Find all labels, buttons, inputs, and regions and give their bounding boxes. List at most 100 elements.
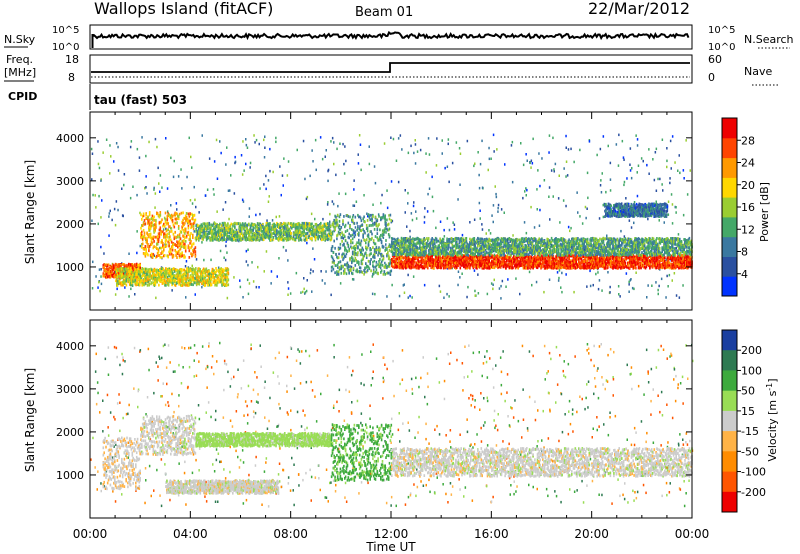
- data-cell: [220, 275, 222, 279]
- data-cell: [522, 196, 524, 200]
- data-cell: [586, 285, 588, 288]
- data-cell: [198, 282, 201, 286]
- data-cell: [205, 233, 207, 237]
- data-cell: [479, 162, 482, 166]
- data-cell: [224, 231, 226, 235]
- data-cell: [441, 259, 443, 263]
- data-cell: [113, 160, 115, 163]
- data-cell: [253, 234, 255, 237]
- freq-tick-bottom: 8: [68, 71, 75, 84]
- data-cell: [421, 266, 424, 270]
- data-cell: [344, 248, 346, 252]
- data-cell: [477, 292, 480, 295]
- data-cell: [236, 235, 239, 239]
- data-cell: [371, 275, 374, 278]
- data-cell: [176, 208, 178, 211]
- data-cell: [198, 232, 200, 236]
- data-cell: [185, 234, 188, 238]
- data-cell: [445, 255, 447, 259]
- data-cell: [244, 232, 247, 235]
- data-cell: [172, 243, 175, 246]
- data-cell: [311, 290, 313, 293]
- data-cell: [366, 269, 369, 272]
- data-cell: [173, 159, 175, 163]
- data-cell: [458, 259, 461, 262]
- data-cell: [334, 214, 336, 218]
- data-cell: [264, 227, 267, 230]
- data-cell: [439, 220, 442, 223]
- data-cell: [185, 274, 187, 278]
- data-cell: [465, 259, 468, 263]
- data-cell: [219, 140, 221, 143]
- data-cell: [346, 261, 349, 265]
- data-cell: [152, 274, 155, 278]
- data-cell: [358, 262, 360, 266]
- data-cell: [313, 230, 315, 234]
- data-cell: [205, 238, 208, 242]
- data-cell: [107, 268, 110, 272]
- data-cell: [145, 175, 147, 178]
- data-cell: [372, 246, 374, 249]
- data-cell: [218, 231, 220, 235]
- data-cell: [565, 204, 567, 208]
- data-cell: [141, 235, 144, 238]
- data-cell: [647, 217, 649, 221]
- data-cell: [409, 262, 411, 266]
- data-cell: [192, 250, 195, 254]
- data-cell: [163, 246, 165, 250]
- data-cell: [405, 254, 407, 258]
- data-cell: [452, 264, 455, 268]
- data-cell: [375, 219, 378, 223]
- data-cell: [186, 175, 188, 179]
- data-cell: [391, 258, 393, 261]
- data-cell: [241, 228, 243, 232]
- data-cell: [670, 167, 672, 170]
- data-cell: [417, 259, 419, 262]
- data-cell: [269, 236, 271, 240]
- data-cell: [361, 262, 364, 266]
- data-cell: [478, 173, 480, 177]
- data-cell: [463, 255, 465, 259]
- data-cell: [406, 265, 409, 269]
- data-cell: [360, 251, 363, 255]
- data-cell: [133, 278, 136, 281]
- data-cell: [279, 236, 282, 240]
- data-cell: [166, 276, 168, 280]
- data-cell: [121, 187, 123, 190]
- data-cell: [238, 239, 240, 243]
- data-cell: [233, 222, 235, 226]
- data-cell: [158, 235, 161, 239]
- data-cell: [558, 174, 560, 177]
- data-cell: [189, 219, 191, 223]
- data-cell: [153, 245, 155, 248]
- data-cell: [354, 233, 357, 237]
- data-cell: [184, 217, 186, 220]
- data-cell: [102, 266, 105, 269]
- data-cell: [212, 238, 214, 241]
- data-cell: [561, 290, 563, 294]
- data-cell: [305, 289, 308, 293]
- data-cell: [149, 227, 152, 230]
- data-cell: [317, 226, 319, 230]
- data-cell: [392, 260, 395, 263]
- data-cell: [106, 270, 108, 274]
- data-cell: [209, 275, 212, 278]
- data-cell: [197, 231, 199, 235]
- data-cell: [405, 264, 407, 268]
- data-cell: [132, 267, 134, 271]
- data-cell: [344, 247, 347, 251]
- data-cell: [119, 277, 122, 280]
- data-cell: [228, 225, 231, 229]
- data-cell: [349, 257, 351, 260]
- data-cell: [153, 215, 155, 219]
- data-cell: [156, 145, 158, 149]
- data-cell: [170, 204, 172, 207]
- data-cell: [166, 228, 169, 232]
- data-cell: [485, 232, 487, 235]
- data-cell: [208, 270, 210, 274]
- data-cell: [425, 152, 427, 155]
- data-cell: [98, 194, 100, 198]
- data-cell: [151, 214, 154, 218]
- data-cell: [115, 263, 118, 267]
- data-cell: [285, 232, 288, 236]
